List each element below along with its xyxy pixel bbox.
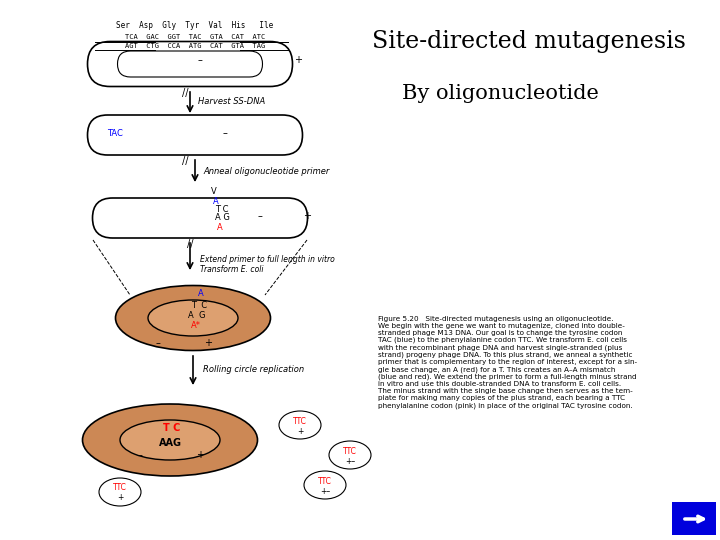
- Text: TTC: TTC: [113, 483, 127, 492]
- Ellipse shape: [99, 478, 141, 506]
- Ellipse shape: [120, 420, 220, 460]
- Text: –: –: [258, 211, 262, 221]
- Text: A*: A*: [191, 321, 201, 329]
- Text: V: V: [211, 187, 217, 197]
- Text: –: –: [222, 128, 228, 138]
- Text: Ser  Asp  Gly  Tyr  Val  His   Ile: Ser Asp Gly Tyr Val His Ile: [117, 22, 274, 30]
- Text: +: +: [297, 427, 303, 435]
- Text: A: A: [213, 197, 219, 206]
- Ellipse shape: [279, 411, 321, 439]
- Text: +: +: [303, 211, 311, 221]
- Text: Rolling circle replication: Rolling circle replication: [203, 366, 304, 375]
- FancyBboxPatch shape: [117, 51, 263, 77]
- Text: A: A: [198, 289, 204, 299]
- Text: –: –: [156, 338, 161, 348]
- Text: TTC: TTC: [343, 447, 357, 456]
- Text: Anneal oligonucleotide primer: Anneal oligonucleotide primer: [203, 166, 329, 176]
- Text: T C: T C: [163, 423, 181, 433]
- Text: A: A: [217, 224, 222, 233]
- Text: +: +: [196, 450, 204, 460]
- Text: Figure 5.20   Site-directed mutagenesis using an oligonucleotide.
We begin with : Figure 5.20 Site-directed mutagenesis us…: [378, 316, 637, 409]
- Text: TAC: TAC: [107, 129, 123, 138]
- Text: Transform E. coli: Transform E. coli: [200, 266, 264, 274]
- Text: A  G: A G: [188, 310, 206, 320]
- FancyBboxPatch shape: [88, 115, 302, 155]
- Ellipse shape: [148, 300, 238, 336]
- Text: T  C: T C: [191, 300, 207, 309]
- FancyBboxPatch shape: [88, 42, 292, 86]
- Text: //: //: [186, 239, 193, 249]
- Ellipse shape: [304, 471, 346, 499]
- Text: //: //: [181, 88, 188, 98]
- Text: +: +: [204, 338, 212, 348]
- Ellipse shape: [329, 441, 371, 469]
- Text: A G: A G: [215, 213, 230, 222]
- Text: T C: T C: [215, 205, 228, 213]
- Ellipse shape: [83, 404, 258, 476]
- Text: +: +: [117, 494, 123, 503]
- Text: –: –: [197, 55, 202, 65]
- Text: +–: +–: [320, 487, 330, 496]
- Text: Site-directed mutagenesis: Site-directed mutagenesis: [372, 30, 686, 53]
- FancyBboxPatch shape: [92, 198, 307, 238]
- Text: +–: +–: [345, 456, 355, 465]
- Text: TCA  GAC  GGT  TAC  GTA  CAT  ATC: TCA GAC GGT TAC GTA CAT ATC: [125, 34, 265, 40]
- Text: AAG: AAG: [158, 438, 181, 448]
- Text: By oligonucleotide: By oligonucleotide: [402, 84, 599, 103]
- Bar: [672, 502, 716, 535]
- Text: –: –: [138, 450, 143, 460]
- Text: Harvest SS-DNA: Harvest SS-DNA: [198, 98, 265, 106]
- Text: AGT  CTG  CCA  ATG  CAT  GTA  TAG: AGT CTG CCA ATG CAT GTA TAG: [125, 43, 265, 49]
- Text: //: //: [181, 156, 188, 166]
- Text: Extend primer to full length in vitro: Extend primer to full length in vitro: [200, 255, 335, 265]
- Text: TTC: TTC: [318, 476, 332, 485]
- Ellipse shape: [115, 286, 271, 350]
- Text: +: +: [294, 55, 302, 65]
- Text: TTC: TTC: [293, 416, 307, 426]
